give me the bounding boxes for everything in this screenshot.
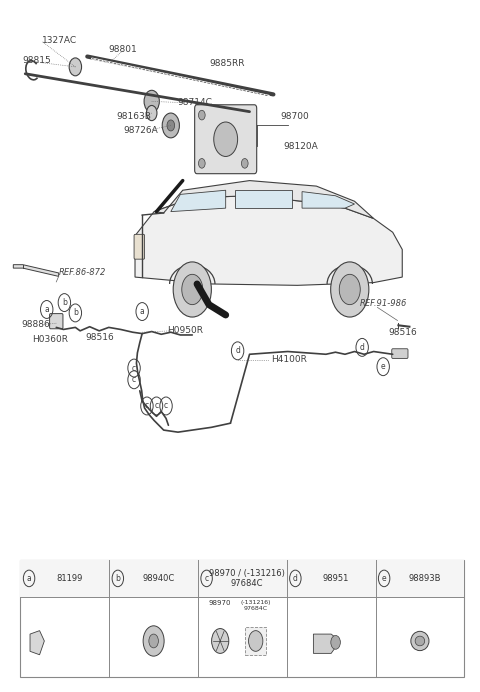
Text: REF.86-872: REF.86-872 bbox=[59, 268, 106, 277]
Text: 98801: 98801 bbox=[109, 45, 137, 54]
Text: c: c bbox=[164, 401, 168, 410]
FancyBboxPatch shape bbox=[195, 104, 257, 174]
Text: REF.91-986: REF.91-986 bbox=[360, 299, 407, 308]
Text: H0950R: H0950R bbox=[168, 327, 204, 336]
Text: 98951: 98951 bbox=[323, 574, 349, 583]
Text: 98516: 98516 bbox=[388, 328, 417, 337]
Text: 98714C: 98714C bbox=[177, 98, 212, 107]
Text: 81199: 81199 bbox=[57, 574, 83, 583]
Text: c: c bbox=[145, 401, 149, 410]
Text: 98970 / (-131216)
97684C: 98970 / (-131216) 97684C bbox=[209, 569, 285, 588]
Text: d: d bbox=[293, 574, 298, 583]
Ellipse shape bbox=[411, 631, 429, 650]
Circle shape bbox=[212, 628, 229, 653]
Bar bbox=[245, 627, 266, 655]
Text: d: d bbox=[360, 343, 365, 352]
Text: 98886: 98886 bbox=[22, 320, 50, 329]
Text: 1327AC: 1327AC bbox=[42, 36, 77, 45]
Bar bbox=[375, 560, 464, 597]
Text: 98163B: 98163B bbox=[116, 112, 151, 121]
Bar bbox=[198, 560, 287, 597]
Bar bbox=[287, 560, 375, 597]
Text: 98120A: 98120A bbox=[283, 142, 318, 151]
Polygon shape bbox=[171, 190, 226, 212]
Text: 9885RR: 9885RR bbox=[209, 59, 244, 68]
Text: a: a bbox=[140, 307, 144, 316]
Bar bbox=[109, 560, 198, 597]
Polygon shape bbox=[135, 196, 402, 285]
Text: 98970: 98970 bbox=[209, 600, 231, 606]
Text: a: a bbox=[27, 574, 32, 583]
Polygon shape bbox=[313, 634, 340, 653]
Circle shape bbox=[331, 635, 340, 649]
Text: c: c bbox=[132, 363, 136, 372]
Text: c: c bbox=[132, 375, 136, 384]
Circle shape bbox=[173, 262, 211, 317]
Text: b: b bbox=[115, 574, 120, 583]
FancyBboxPatch shape bbox=[392, 349, 408, 358]
Circle shape bbox=[144, 90, 159, 112]
Circle shape bbox=[149, 634, 158, 648]
Text: c: c bbox=[155, 401, 158, 410]
Text: 98815: 98815 bbox=[23, 56, 52, 65]
Circle shape bbox=[214, 122, 238, 156]
Circle shape bbox=[69, 58, 82, 76]
Ellipse shape bbox=[415, 636, 425, 646]
Text: H4100R: H4100R bbox=[271, 355, 307, 364]
Polygon shape bbox=[154, 181, 373, 219]
Circle shape bbox=[249, 630, 263, 651]
Circle shape bbox=[162, 113, 180, 138]
Text: 98893B: 98893B bbox=[408, 574, 441, 583]
Circle shape bbox=[331, 262, 369, 317]
Bar bbox=[21, 560, 109, 597]
Bar bbox=[21, 560, 464, 677]
Text: e: e bbox=[381, 362, 385, 371]
Text: e: e bbox=[382, 574, 386, 583]
Polygon shape bbox=[13, 264, 59, 276]
Circle shape bbox=[241, 158, 248, 168]
FancyBboxPatch shape bbox=[134, 235, 144, 260]
Circle shape bbox=[339, 274, 360, 304]
Polygon shape bbox=[235, 190, 292, 208]
Text: 98700: 98700 bbox=[281, 112, 309, 121]
Text: b: b bbox=[62, 298, 67, 307]
Text: (-131216)
97684C: (-131216) 97684C bbox=[240, 600, 271, 611]
Text: 98516: 98516 bbox=[85, 334, 114, 343]
Text: H0360R: H0360R bbox=[33, 335, 69, 344]
Text: 98726A: 98726A bbox=[123, 127, 158, 136]
Text: d: d bbox=[235, 346, 240, 355]
Circle shape bbox=[199, 110, 205, 120]
Circle shape bbox=[143, 626, 164, 656]
Text: 98940C: 98940C bbox=[142, 574, 175, 583]
Circle shape bbox=[182, 274, 203, 304]
Text: c: c bbox=[204, 574, 209, 583]
Circle shape bbox=[167, 120, 175, 131]
Circle shape bbox=[199, 158, 205, 168]
Polygon shape bbox=[30, 630, 44, 655]
Text: a: a bbox=[44, 305, 49, 314]
Polygon shape bbox=[302, 192, 355, 208]
FancyBboxPatch shape bbox=[49, 313, 63, 329]
Text: b: b bbox=[73, 309, 78, 318]
Circle shape bbox=[146, 105, 157, 120]
